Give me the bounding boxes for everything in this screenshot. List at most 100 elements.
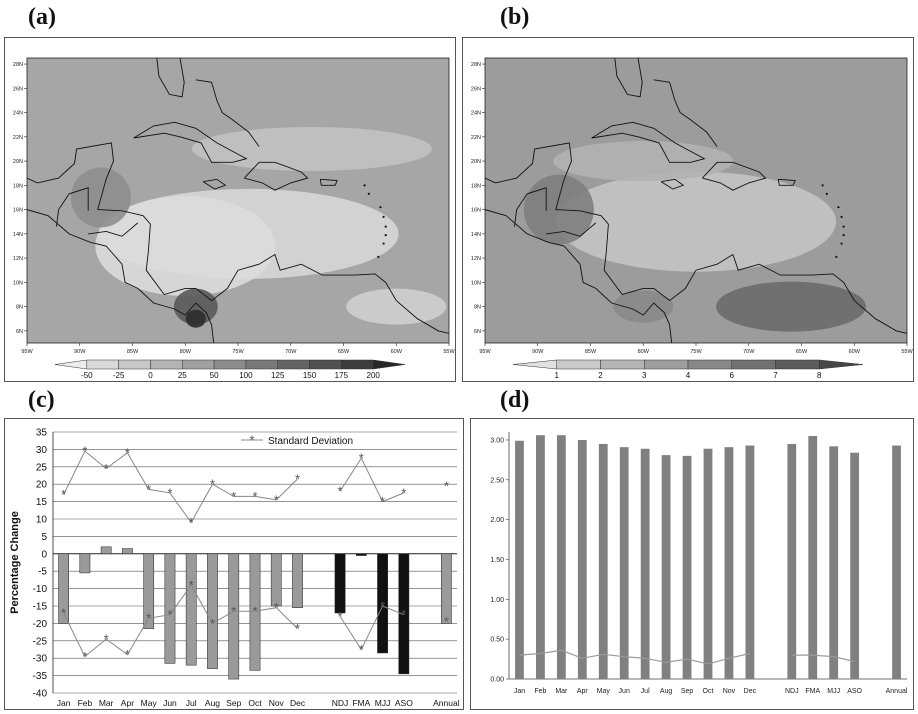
std-marker: * [125,647,130,662]
x-tick-label: Apr [577,688,589,695]
colorbar-label: 25 [178,371,187,380]
colorbar-label: 3 [642,371,647,380]
map-lon-label: 60W [849,349,861,355]
colorbar-segment [309,359,342,370]
std-marker: * [444,614,449,629]
legend-label: Standard Deviation [268,436,353,447]
map-island-dot [379,206,382,209]
map-island-dot [377,255,380,258]
colorbar-label: 100 [239,371,253,380]
map-south-america-field [715,281,866,332]
bar [164,553,176,664]
map-island-dot [384,225,387,228]
x-tick-label: Feb [78,698,93,708]
x-tick-label: ASO [395,698,413,708]
bar [249,553,261,671]
y-tick-label: -40 [33,689,48,700]
map-island-dot [840,242,843,245]
map-coast-jamaica [660,178,685,190]
std-marker: * [401,607,406,622]
colorbar-label: 150 [303,371,317,380]
map-island-dot [363,184,366,187]
std-marker: * [146,611,151,626]
std-marker: * [146,482,151,497]
colorbar-label: 6 [730,371,735,380]
std-marker: * [104,632,109,647]
bar [334,553,346,614]
map-coast-florida [156,58,185,98]
map-island-dot [382,242,385,245]
map-lon-label: 65W [338,349,350,355]
map-lat-label: 20N [471,159,481,165]
colorbar-label: 8 [817,371,822,380]
std-marker: * [167,485,172,500]
bar [79,553,91,574]
map-lat-label: 6N [474,329,481,335]
std-marker: * [359,451,364,466]
y-tick-label: -5 [38,567,47,578]
bar [185,553,197,666]
map-coast-florida [614,58,643,98]
colorbar-label: 2 [598,371,603,380]
colorbar-label: 1 [555,371,560,380]
x-tick-label: Aug [205,698,220,708]
map-lon-label: 95W [479,349,491,355]
map-lon-label: 55W [901,349,913,355]
std-marker: * [274,600,279,615]
std-marker: * [231,604,236,619]
std-line-upper [64,451,447,522]
y-tick-label: 5 [41,532,47,543]
colorbar-segment [118,359,151,370]
map-lat-label: 26N [471,86,481,92]
bar [703,448,713,679]
map-island-dot [840,215,843,218]
y-tick-label: 30 [36,445,48,456]
std-marker: * [104,461,109,476]
colorbar-label: 50 [210,371,219,380]
map-coast-central-america-caribbean [555,209,907,334]
std-marker: * [274,492,279,507]
map-island-dot [384,233,387,237]
x-tick-label: Jul [641,688,650,695]
map-coast-mexico-gulf [27,142,114,210]
x-tick-label: Oct [248,698,262,708]
x-tick-label: Sep [226,698,241,708]
x-tick-label: Jun [163,698,177,708]
map-lat-label: 14N [13,232,23,238]
panel-label-a: (a) [28,4,56,30]
bar [850,452,860,679]
std-marker: * [252,604,257,619]
map-coast-jamaica [202,178,227,190]
map-coast-puerto-rico [777,178,796,186]
bar [441,553,452,624]
std-marker: * [167,607,172,622]
y-tick-label: -15 [33,602,48,613]
std-marker: * [380,494,385,509]
y-tick-label: 25 [36,462,48,473]
y-tick-label: 3.00 [490,437,504,444]
x-tick-label: Feb [534,688,546,695]
map-panama-field [613,290,674,323]
y-tick-label: -30 [33,654,48,665]
y-tick-label: 2.00 [490,517,504,524]
bar [122,548,133,555]
map-coast-pacific [27,209,215,343]
map-lat-label: 20N [13,159,23,165]
x-tick-label: Jul [186,698,197,708]
map-lat-label: 16N [471,208,481,214]
bar [143,553,155,629]
map-coast-hispaniola [243,161,309,191]
map-island-dot [837,206,840,209]
map-island-dot [382,215,385,218]
bar [270,553,282,607]
bar [207,553,218,669]
std-marker: * [125,445,130,460]
x-tick-label: Annual [886,688,908,695]
bar [619,447,629,679]
x-tick-label: May [597,688,611,695]
chart-panel-d: 3.00 2.50 2.00 1.50 1.00 0.50 0.00 Jan Feb Mar Apr… [470,418,914,710]
x-tick-label: Mar [555,688,568,695]
x-tick-label: FMA [352,698,370,708]
y-tick-label: 10 [36,515,48,526]
colorbar-label: -50 [81,371,93,380]
